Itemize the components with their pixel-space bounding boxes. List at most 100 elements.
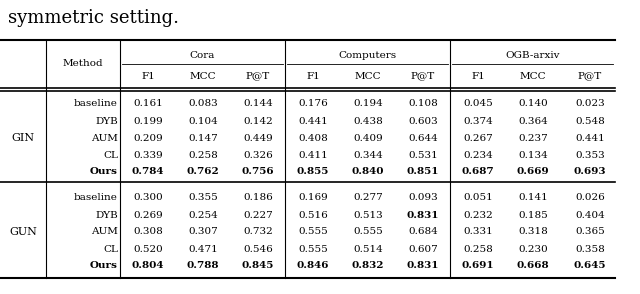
Text: 0.756: 0.756	[242, 168, 275, 176]
Text: DYB: DYB	[95, 211, 118, 220]
Text: Method: Method	[63, 59, 103, 69]
Text: MCC: MCC	[189, 71, 216, 81]
Text: 0.404: 0.404	[575, 211, 605, 220]
Text: 0.108: 0.108	[408, 99, 438, 108]
Text: 0.364: 0.364	[518, 116, 548, 126]
Text: AUM: AUM	[91, 228, 118, 236]
Text: 0.307: 0.307	[188, 228, 218, 236]
Text: symmetric setting.: symmetric setting.	[8, 9, 179, 27]
Text: 0.344: 0.344	[353, 151, 383, 160]
Text: 0.607: 0.607	[408, 245, 438, 253]
Text: CL: CL	[103, 245, 118, 253]
Text: 0.267: 0.267	[463, 133, 493, 143]
Text: GIN: GIN	[12, 133, 35, 143]
Text: 0.045: 0.045	[463, 99, 493, 108]
Text: 0.199: 0.199	[133, 116, 163, 126]
Text: P@T: P@T	[411, 71, 435, 81]
Text: baseline: baseline	[74, 193, 118, 203]
Text: 0.531: 0.531	[408, 151, 438, 160]
Text: 0.227: 0.227	[243, 211, 273, 220]
Text: 0.732: 0.732	[243, 228, 273, 236]
Text: 0.141: 0.141	[518, 193, 548, 203]
Text: 0.093: 0.093	[408, 193, 438, 203]
Text: 0.691: 0.691	[461, 261, 494, 270]
Text: F1: F1	[306, 71, 320, 81]
Text: 0.237: 0.237	[518, 133, 548, 143]
Text: P@T: P@T	[578, 71, 602, 81]
Text: P@T: P@T	[246, 71, 270, 81]
Text: F1: F1	[471, 71, 485, 81]
Text: 0.234: 0.234	[463, 151, 493, 160]
Text: 0.438: 0.438	[353, 116, 383, 126]
Text: 0.308: 0.308	[133, 228, 163, 236]
Text: 0.194: 0.194	[353, 99, 383, 108]
Text: 0.762: 0.762	[187, 168, 220, 176]
Text: 0.411: 0.411	[298, 151, 328, 160]
Text: Cora: Cora	[190, 51, 215, 59]
Text: 0.669: 0.669	[516, 168, 549, 176]
Text: 0.603: 0.603	[408, 116, 438, 126]
Text: 0.051: 0.051	[463, 193, 493, 203]
Text: 0.831: 0.831	[407, 261, 439, 270]
Text: GUN: GUN	[9, 227, 37, 237]
Text: 0.374: 0.374	[463, 116, 493, 126]
Text: 0.169: 0.169	[298, 193, 328, 203]
Text: 0.855: 0.855	[297, 168, 329, 176]
Text: 0.408: 0.408	[298, 133, 328, 143]
Text: 0.365: 0.365	[575, 228, 605, 236]
Text: 0.254: 0.254	[188, 211, 218, 220]
Text: 0.644: 0.644	[408, 133, 438, 143]
Text: 0.353: 0.353	[575, 151, 605, 160]
Text: 0.147: 0.147	[188, 133, 218, 143]
Text: AUM: AUM	[91, 133, 118, 143]
Text: 0.832: 0.832	[352, 261, 384, 270]
Text: 0.441: 0.441	[298, 116, 328, 126]
Text: 0.845: 0.845	[242, 261, 274, 270]
Text: 0.684: 0.684	[408, 228, 438, 236]
Text: 0.023: 0.023	[575, 99, 605, 108]
Text: OGB-arxiv: OGB-arxiv	[505, 51, 560, 59]
Text: 0.331: 0.331	[463, 228, 493, 236]
Text: 0.230: 0.230	[518, 245, 548, 253]
Text: 0.144: 0.144	[243, 99, 273, 108]
Text: 0.514: 0.514	[353, 245, 383, 253]
Text: 0.409: 0.409	[353, 133, 383, 143]
Text: Ours: Ours	[90, 261, 118, 270]
Text: MCC: MCC	[355, 71, 381, 81]
Text: 0.516: 0.516	[298, 211, 328, 220]
Text: 0.300: 0.300	[133, 193, 163, 203]
Text: Ours: Ours	[90, 168, 118, 176]
Text: 0.140: 0.140	[518, 99, 548, 108]
Text: 0.326: 0.326	[243, 151, 273, 160]
Text: 0.104: 0.104	[188, 116, 218, 126]
Text: 0.355: 0.355	[188, 193, 218, 203]
Text: 0.555: 0.555	[298, 228, 328, 236]
Text: 0.258: 0.258	[463, 245, 493, 253]
Text: MCC: MCC	[520, 71, 547, 81]
Text: 0.258: 0.258	[188, 151, 218, 160]
Text: 0.840: 0.840	[352, 168, 384, 176]
Text: Computers: Computers	[339, 51, 397, 59]
Text: 0.269: 0.269	[133, 211, 163, 220]
Text: 0.318: 0.318	[518, 228, 548, 236]
Text: 0.846: 0.846	[297, 261, 329, 270]
Text: 0.083: 0.083	[188, 99, 218, 108]
Text: 0.804: 0.804	[132, 261, 164, 270]
Text: 0.026: 0.026	[575, 193, 605, 203]
Text: 0.513: 0.513	[353, 211, 383, 220]
Text: 0.645: 0.645	[573, 261, 606, 270]
Text: 0.693: 0.693	[573, 168, 606, 176]
Text: 0.339: 0.339	[133, 151, 163, 160]
Text: 0.784: 0.784	[132, 168, 164, 176]
Text: F1: F1	[141, 71, 155, 81]
Text: 0.185: 0.185	[518, 211, 548, 220]
Text: 0.134: 0.134	[518, 151, 548, 160]
Text: 0.209: 0.209	[133, 133, 163, 143]
Text: 0.358: 0.358	[575, 245, 605, 253]
Text: 0.441: 0.441	[575, 133, 605, 143]
Text: 0.851: 0.851	[407, 168, 439, 176]
Text: 0.788: 0.788	[187, 261, 220, 270]
Text: 0.668: 0.668	[516, 261, 549, 270]
Text: 0.831: 0.831	[407, 211, 439, 220]
Text: 0.471: 0.471	[188, 245, 218, 253]
